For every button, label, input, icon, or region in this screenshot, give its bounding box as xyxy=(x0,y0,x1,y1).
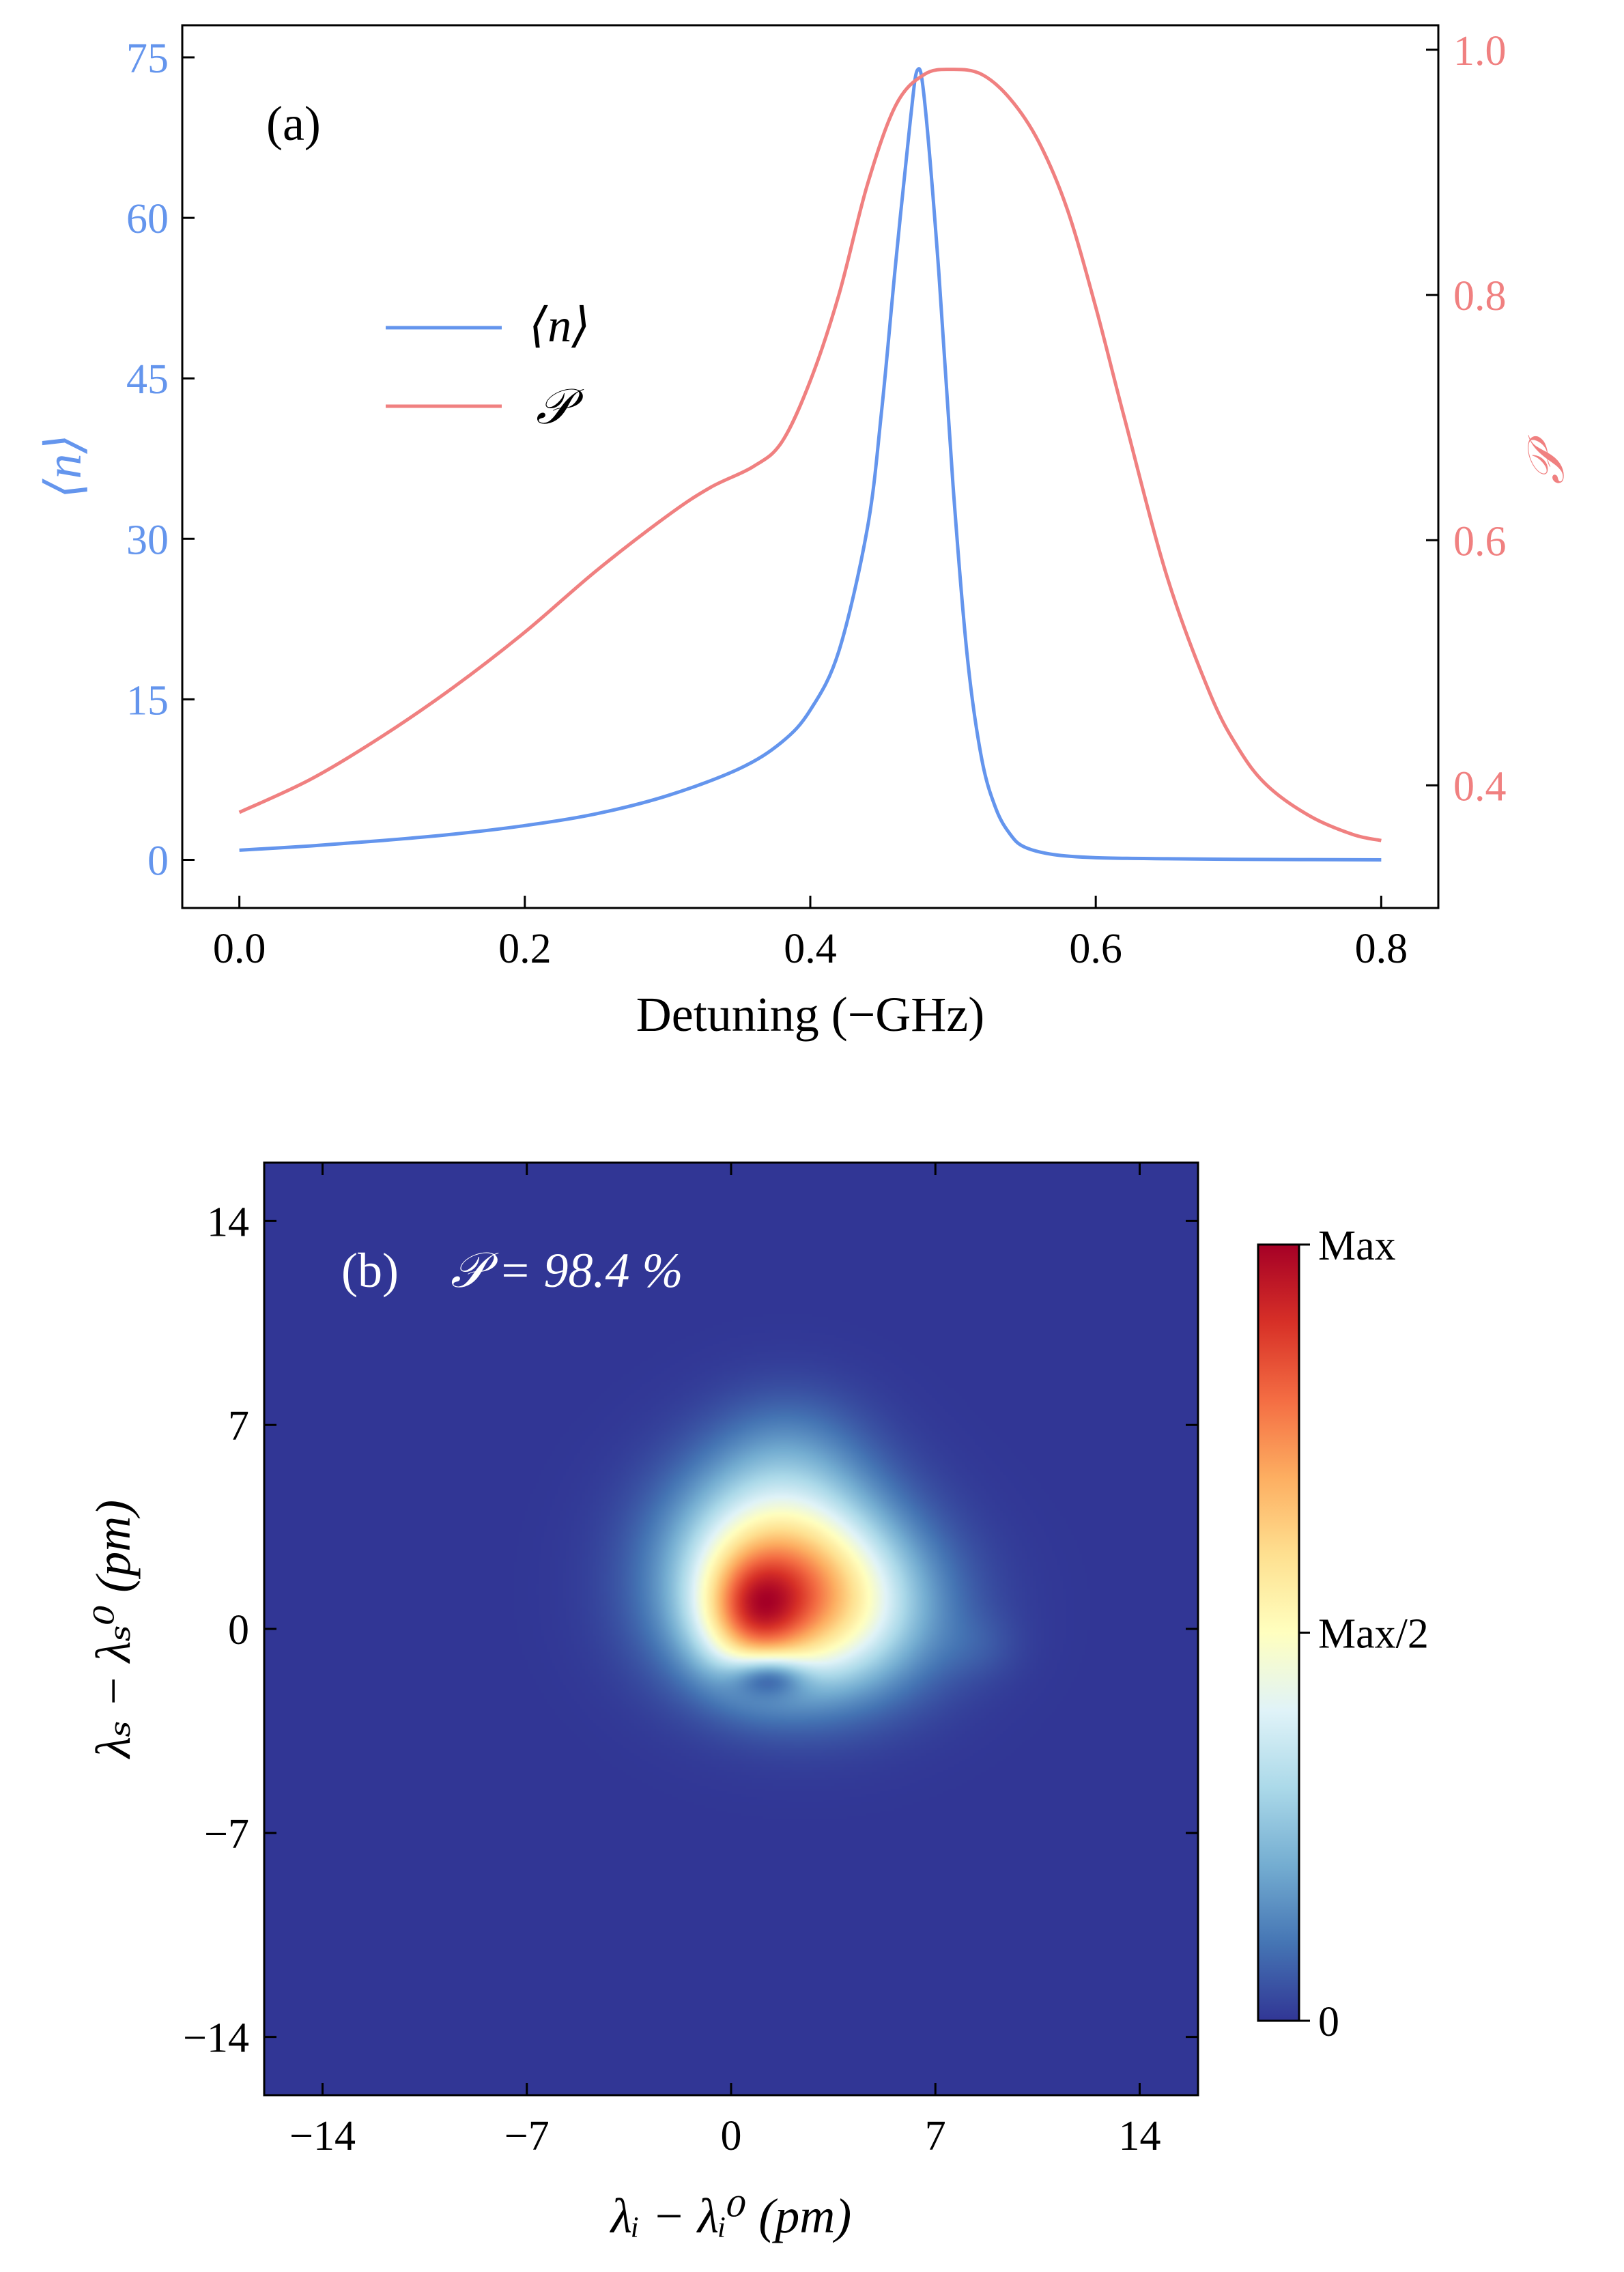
colorbar-tick-label: Max/2 xyxy=(1318,1611,1429,1658)
legend: ⟨n⟩ 𝒫 xyxy=(386,300,590,434)
panel-a-right-tick-label: 0.6 xyxy=(1453,518,1507,565)
panel-b-x-tick-label: −14 xyxy=(289,2113,356,2159)
panel-b-y-tick-label: 7 xyxy=(228,1403,249,1449)
panel-b-y-tick-label: 0 xyxy=(228,1607,249,1653)
colorbar-tick-label: 0 xyxy=(1318,1999,1339,2045)
panel-a-right-y-axis-label: 𝒫 xyxy=(1519,435,1575,485)
series-line-purity xyxy=(238,68,1382,842)
legend-label-purity: 𝒫 xyxy=(536,380,584,434)
colorbar-ticks: 0 Max/2 Max xyxy=(1299,1223,1429,2045)
panel-a-x-tick-label: 0.4 xyxy=(784,926,837,972)
panel-b-y-tick-label: 14 xyxy=(207,1199,249,1245)
panel-a-left-y-axis-label: ⟨n⟩ xyxy=(36,434,92,499)
panel-b-x-ticks: −14 −7 0 7 14 xyxy=(289,1163,1161,2159)
panel-b-heatmap: −14 −7 0 7 14 −14 −7 0 7 14 (b) 𝒫 = 98.4 % λᵢ − … xyxy=(86,1161,1429,2243)
panel-b-y-tick-label: −7 xyxy=(204,1811,249,1858)
panel-b-x-tick-label: −7 xyxy=(504,2113,550,2159)
panel-a-series xyxy=(238,67,1382,862)
panel-a-right-tick-label: 1.0 xyxy=(1453,28,1507,74)
panel-b-x-tick-label: 14 xyxy=(1119,2113,1161,2159)
panel-a-label: (a) xyxy=(266,96,321,151)
panel-a-left-tick-label: 45 xyxy=(126,356,169,403)
panel-a-x-ticks: 0.0 0.2 0.4 0.6 0.8 xyxy=(213,896,1408,972)
panel-a-left-tick-label: 75 xyxy=(126,36,169,82)
panel-b-y-axis-label: λₛ − λₛ⁰ (pm) xyxy=(86,1500,141,1759)
panel-a-right-tick-label: 0.8 xyxy=(1453,273,1507,320)
panel-b-y-ticks: −14 −7 0 7 14 xyxy=(183,1199,1198,2062)
panel-a-x-tick-label: 0.0 xyxy=(213,926,266,972)
panel-b-x-tick-label: 0 xyxy=(721,2113,742,2159)
colorbar-tick-label: Max xyxy=(1318,1223,1396,1269)
panel-b-label: (b) xyxy=(341,1243,399,1298)
panel-b-y-tick-label: −14 xyxy=(183,2015,249,2062)
panel-b-x-axis-label: λᵢ − λᵢ⁰ (pm) xyxy=(610,2189,852,2243)
panel-a-x-tick-label: 0.6 xyxy=(1069,926,1122,972)
panel-a-left-y-ticks: 0 15 30 45 60 75 xyxy=(126,36,195,884)
panel-a-left-tick-label: 30 xyxy=(126,517,169,563)
heatmap-image xyxy=(264,1163,1198,2095)
panel-a-left-tick-label: 60 xyxy=(126,196,169,242)
panel-a-right-y-ticks: 0.4 0.6 0.8 1.0 xyxy=(1426,28,1507,810)
panel-a-x-tick-label: 0.2 xyxy=(498,926,552,972)
panel-a-line-chart: 0.0 0.2 0.4 0.6 0.8 0 15 30 45 60 75 0.4 0.6 0.8 1.0… xyxy=(36,24,1575,1042)
panel-a-left-tick-label: 0 xyxy=(147,838,169,884)
panel-a-left-tick-label: 15 xyxy=(126,677,169,724)
panel-a-axes-frame xyxy=(181,24,1440,909)
panel-a-right-tick-label: 0.4 xyxy=(1453,763,1507,810)
panel-b-x-tick-label: 7 xyxy=(925,2113,946,2159)
colorbar-gradient xyxy=(1257,1243,1300,2022)
purity-annotation: 𝒫 = 98.4 % xyxy=(451,1243,683,1298)
colorbar: 0 Max/2 Max xyxy=(1257,1223,1429,2045)
panel-a-x-tick-label: 0.8 xyxy=(1355,926,1408,972)
panel-a-x-axis-label: Detuning (−GHz) xyxy=(636,987,984,1042)
legend-label-mean-photon-number: ⟨n⟩ xyxy=(529,300,590,352)
series-line-mean-photon-number xyxy=(239,67,1382,862)
